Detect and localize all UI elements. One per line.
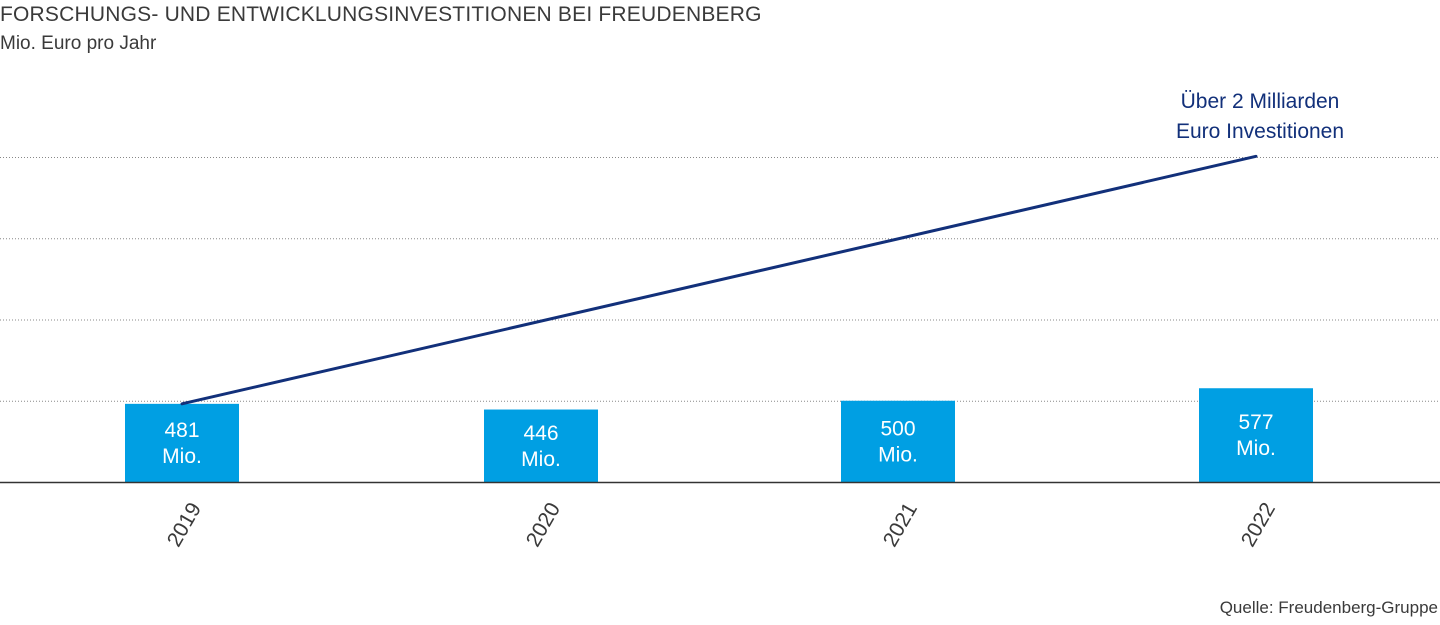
bar-value-label: 500 xyxy=(880,417,915,440)
annotation-text: Euro Investitionen xyxy=(1176,120,1344,143)
bar xyxy=(1199,388,1313,482)
bar-value-label: Mio. xyxy=(162,445,202,468)
x-tick-label: 2019 xyxy=(163,499,206,551)
bar xyxy=(841,400,955,482)
bar-value-label: Mio. xyxy=(1236,437,1276,460)
bar-value-label: 577 xyxy=(1238,411,1273,434)
trend-line xyxy=(180,154,1258,406)
source-note: Quelle: Freudenberg-Gruppe xyxy=(1219,598,1438,617)
x-tick-label: 2022 xyxy=(1237,499,1280,551)
bar-value-label: 446 xyxy=(523,422,558,445)
bar-value-label: Mio. xyxy=(521,448,561,471)
annotation-text: Über 2 Milliarden xyxy=(1181,90,1340,113)
bar xyxy=(125,403,239,482)
bar-value-label: 481 xyxy=(164,419,199,442)
chart-title: FORSCHUNGS- UND ENTWICKLUNGSINVESTITIONE… xyxy=(0,3,762,26)
bar-value-label: Mio. xyxy=(878,443,918,466)
x-tick-label: 2020 xyxy=(522,499,565,551)
chart-subtitle: Mio. Euro pro Jahr xyxy=(0,33,157,54)
x-tick-label: 2021 xyxy=(879,499,922,551)
bar xyxy=(484,409,598,482)
